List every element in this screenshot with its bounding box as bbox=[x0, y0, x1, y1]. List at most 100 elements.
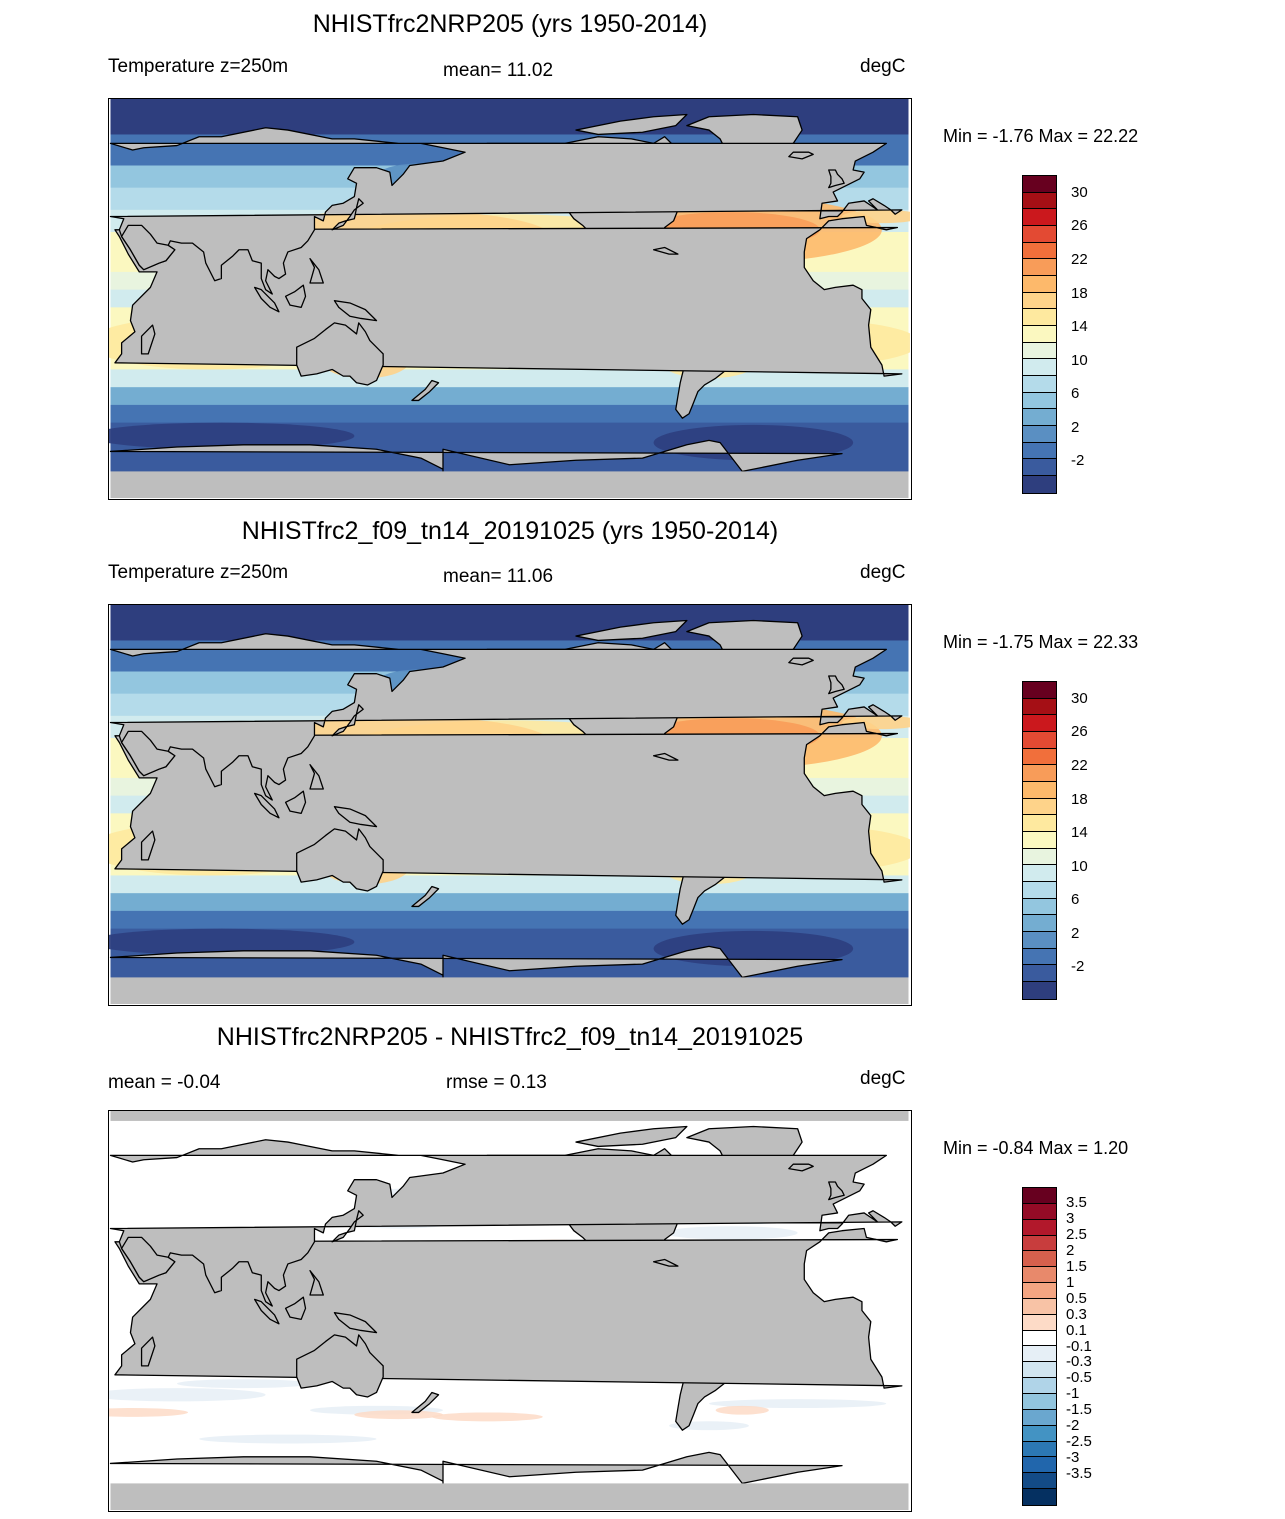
colorbar-segment bbox=[1023, 1362, 1056, 1379]
colorbar-segment bbox=[1023, 242, 1056, 260]
colorbar-segment bbox=[1023, 1457, 1056, 1474]
colorbar-segment bbox=[1023, 1314, 1056, 1331]
landmass-philippines bbox=[309, 257, 324, 284]
landmass-arcticIslands bbox=[575, 1125, 688, 1148]
landmass-sumatra bbox=[253, 792, 280, 819]
landmass-newZealand bbox=[411, 1391, 440, 1414]
landmass-eurasia bbox=[109, 633, 903, 801]
landmass-newGuinea bbox=[333, 806, 378, 828]
colorbar-tick-label: 2 bbox=[1071, 418, 1080, 436]
landmass-sumatra bbox=[253, 1298, 280, 1325]
panel-3-rmse-label: rmse = 0.13 bbox=[446, 1072, 547, 1093]
colorbar-segment bbox=[1023, 932, 1056, 949]
landmass-australia bbox=[296, 828, 384, 892]
colorbar-tick-label: -1.5 bbox=[1066, 1401, 1092, 1419]
landmass-iceland bbox=[788, 657, 814, 666]
panel-1-mean-label: mean= 11.02 bbox=[443, 60, 554, 81]
colorbar-tick-label: 14 bbox=[1071, 824, 1088, 842]
colorbar-segment bbox=[1023, 292, 1056, 310]
landmass-cuba bbox=[652, 1258, 679, 1267]
colorbar-tick-label: -2 bbox=[1066, 1417, 1080, 1435]
landmass-africa bbox=[114, 1227, 903, 1389]
colorbar-tick-label: 22 bbox=[1071, 250, 1088, 268]
colorbar-tick-label: 22 bbox=[1071, 756, 1088, 774]
colorbar-segment bbox=[1023, 1378, 1056, 1394]
colorbar-tick-label: -1 bbox=[1066, 1385, 1080, 1403]
landmass-madagascar bbox=[140, 1336, 156, 1367]
colorbar-segment bbox=[1023, 1203, 1056, 1220]
landmass-australia bbox=[296, 1334, 384, 1398]
colorbar-segment bbox=[1023, 782, 1056, 799]
panel-1-minmax: Min = -1.76 Max = 22.22 bbox=[943, 126, 1139, 146]
panel-2-title: NHISTfrc2_f09_tn14_20191025 (yrs 1950-20… bbox=[241, 517, 779, 545]
landmass-arabiaFill bbox=[120, 1236, 176, 1283]
panel-3-colorbar bbox=[1022, 1187, 1057, 1506]
colorbar-tick-label: 18 bbox=[1071, 790, 1088, 808]
landmass-arcticIslands bbox=[575, 619, 688, 642]
colorbar-segment bbox=[1023, 1298, 1056, 1315]
colorbar-tick-label: 6 bbox=[1071, 385, 1080, 403]
colorbar-tick-label: -0.3 bbox=[1066, 1353, 1092, 1371]
landmass-australia bbox=[296, 322, 384, 386]
landmass-antarctica bbox=[109, 945, 843, 1004]
colorbar-tick-label: -2.5 bbox=[1066, 1433, 1092, 1451]
landmass-eurasia bbox=[109, 127, 903, 295]
landmass-philippines bbox=[309, 1269, 324, 1296]
colorbar-segment bbox=[1023, 815, 1056, 833]
landmass-japan bbox=[331, 704, 364, 737]
colorbar-tick-label: 6 bbox=[1071, 891, 1080, 909]
colorbar-tick-label: -3 bbox=[1066, 1449, 1080, 1467]
colorbar-tick-label: 26 bbox=[1071, 217, 1088, 235]
colorbar-segment bbox=[1023, 715, 1056, 733]
landmass-iceland bbox=[788, 1163, 814, 1172]
ocean-band bbox=[110, 387, 909, 406]
colorbar-tick-label: 3.5 bbox=[1066, 1193, 1087, 1211]
panel-3-minmax: Min = -0.84 Max = 1.20 bbox=[943, 1138, 1129, 1158]
temperature-region bbox=[109, 422, 355, 450]
landmass-arcticIslands bbox=[575, 113, 688, 136]
panel-1-units: degC bbox=[860, 56, 906, 77]
colorbar-segment bbox=[1023, 882, 1056, 899]
colorbar-segment bbox=[1023, 409, 1056, 427]
colorbar-tick-label: -0.1 bbox=[1066, 1337, 1092, 1355]
colorbar-tick-label: 14 bbox=[1071, 318, 1088, 336]
colorbar-tick-label: 3 bbox=[1066, 1209, 1075, 1227]
colorbar-segment bbox=[1023, 1283, 1056, 1299]
landmass-sumatra bbox=[253, 286, 280, 313]
landmass-cuba bbox=[652, 246, 679, 255]
colorbar-segment bbox=[1023, 426, 1056, 443]
anomaly-region bbox=[199, 1434, 377, 1444]
landmass-uk bbox=[828, 675, 845, 695]
landmass-borneo bbox=[284, 1296, 307, 1320]
colorbar-segment bbox=[1023, 392, 1056, 410]
colorbar-segment bbox=[1023, 698, 1056, 716]
colorbar-segment bbox=[1023, 1267, 1056, 1284]
colorbar-tick-label: 0.1 bbox=[1066, 1321, 1087, 1339]
colorbar-segment bbox=[1023, 192, 1056, 210]
colorbar-segment bbox=[1023, 476, 1056, 493]
colorbar-segment bbox=[1023, 309, 1056, 327]
colorbar-segment bbox=[1023, 915, 1056, 933]
landmass-uk bbox=[828, 1181, 845, 1201]
colorbar-segment bbox=[1023, 748, 1056, 766]
colorbar-tick-label: 2.5 bbox=[1066, 1225, 1087, 1243]
panel-2-map bbox=[108, 604, 912, 1006]
colorbar-segment bbox=[1023, 1425, 1056, 1442]
landmass-newZealand bbox=[411, 379, 440, 402]
colorbar-tick-label: -2 bbox=[1071, 958, 1085, 976]
colorbar-segment bbox=[1023, 1330, 1056, 1347]
landmass-newGuinea bbox=[333, 1312, 378, 1334]
colorbar-segment bbox=[1023, 359, 1056, 377]
colorbar-segment bbox=[1023, 765, 1056, 783]
colorbar-tick-label: -0.5 bbox=[1066, 1369, 1092, 1387]
colorbar-tick-label: 10 bbox=[1071, 857, 1088, 875]
landmass-africa bbox=[114, 215, 903, 377]
landmass-antarctica bbox=[109, 439, 843, 498]
colorbar-tick-label: 2 bbox=[1066, 1241, 1075, 1259]
polar-mask bbox=[110, 1111, 909, 1121]
panel-1-title: NHISTfrc2NRP205 (yrs 1950-2014) bbox=[312, 10, 708, 38]
panel-3-units: degC bbox=[860, 1068, 906, 1089]
colorbar-tick-label: 30 bbox=[1071, 689, 1088, 707]
colorbar-segment bbox=[1023, 376, 1056, 393]
anomaly-region bbox=[431, 1412, 543, 1422]
